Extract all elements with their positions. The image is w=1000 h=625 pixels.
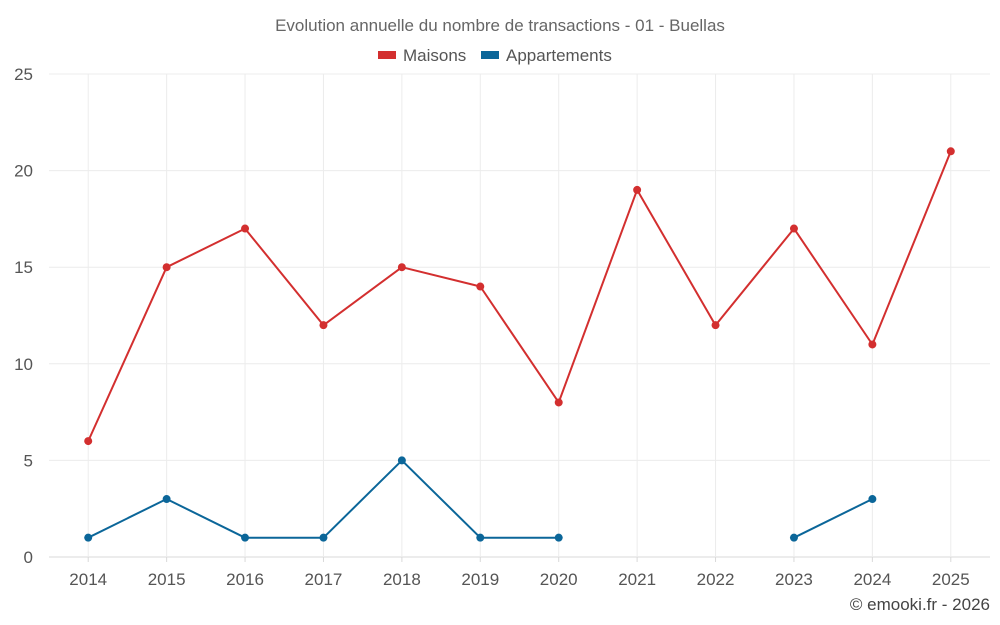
credit-text: © emooki.fr - 2026 — [850, 595, 990, 614]
x-tick-label: 2017 — [305, 570, 343, 589]
series-line-maisons — [87, 150, 952, 442]
data-point-appartements[interactable]: Appartements 2024: 3 — [868, 495, 877, 504]
x-tick-label: 2015 — [148, 570, 186, 589]
legend: Maisons Appartements — [378, 46, 612, 65]
x-tick-label: 2024 — [853, 570, 891, 589]
data-point-maisons[interactable]: Maisons 2019: 14 — [476, 282, 485, 291]
legend-label-appartements: Appartements — [506, 46, 612, 65]
series-layer: Maisons 2014: 6 Maisons 2015: 15 Maisons 2… — [84, 147, 955, 542]
data-point-appartements[interactable]: Appartements 2017: 1 — [319, 533, 328, 542]
data-point-maisons[interactable]: Maisons 2014: 6 — [84, 437, 93, 446]
y-tick-label: 5 — [24, 451, 33, 470]
x-tick-label: 2022 — [697, 570, 735, 589]
data-point-appartements[interactable]: Appartements 2016: 1 — [241, 533, 250, 542]
y-axis-ticks: 0 5 10 15 20 25 — [14, 65, 33, 567]
data-point-maisons[interactable]: Maisons 2016: 17 — [241, 224, 250, 233]
y-tick-label: 10 — [14, 355, 33, 374]
data-point-appartements[interactable]: Appartements 2015: 3 — [162, 495, 171, 504]
data-point-appartements[interactable]: Appartements 2018: 5 — [397, 456, 406, 465]
x-axis-ticks: 2014 2015 2016 2017 2018 2019 2020 2021 2022 2023… — [69, 557, 970, 589]
data-point-appartements[interactable]: Appartements 2023: 1 — [789, 533, 798, 542]
data-point-appartements[interactable]: Appartements 2014: 1 — [84, 533, 93, 542]
legend-swatch-maisons — [378, 51, 396, 59]
legend-label-maisons: Maisons — [403, 46, 466, 65]
chart-title: Evolution annuelle du nombre de transact… — [275, 16, 725, 35]
grid — [49, 73, 990, 558]
data-point-appartements[interactable]: Appartements 2019: 1 — [476, 533, 485, 542]
x-tick-label: 2023 — [775, 570, 813, 589]
x-tick-label: 2018 — [383, 570, 421, 589]
x-tick-label: 2014 — [69, 570, 107, 589]
data-point-appartements[interactable]: Appartements 2020: 1 — [554, 533, 563, 542]
x-tick-label: 2016 — [226, 570, 264, 589]
data-point-maisons[interactable]: Maisons 2015: 15 — [162, 263, 171, 272]
series-appartements: Appartements 2014: 1 Appartements 2015: 3… — [84, 456, 877, 542]
x-tick-label: 2025 — [932, 570, 970, 589]
x-tick-label: 2020 — [540, 570, 578, 589]
y-tick-label: 0 — [24, 548, 33, 567]
data-point-maisons[interactable]: Maisons 2023: 17 — [789, 224, 798, 233]
legend-swatch-appartements — [481, 51, 499, 59]
data-point-maisons[interactable]: Maisons 2020: 8 — [554, 398, 563, 407]
data-point-maisons[interactable]: Maisons 2021: 19 — [633, 185, 642, 194]
y-tick-label: 25 — [14, 65, 33, 84]
x-tick-label: 2021 — [618, 570, 656, 589]
y-tick-label: 20 — [14, 162, 33, 181]
y-tick-label: 15 — [14, 258, 33, 277]
x-tick-label: 2019 — [461, 570, 499, 589]
data-point-maisons[interactable]: Maisons 2017: 12 — [319, 321, 328, 330]
data-point-maisons[interactable]: Maisons 2024: 11 — [868, 340, 877, 349]
series-maisons: Maisons 2014: 6 Maisons 2015: 15 Maisons 2… — [84, 147, 955, 446]
data-point-maisons[interactable]: Maisons 2018: 15 — [397, 263, 406, 272]
data-point-maisons[interactable]: Maisons 2022: 12 — [711, 321, 720, 330]
series-line-appartements — [793, 498, 873, 539]
data-point-maisons[interactable]: Maisons 2025: 21 — [946, 147, 955, 156]
